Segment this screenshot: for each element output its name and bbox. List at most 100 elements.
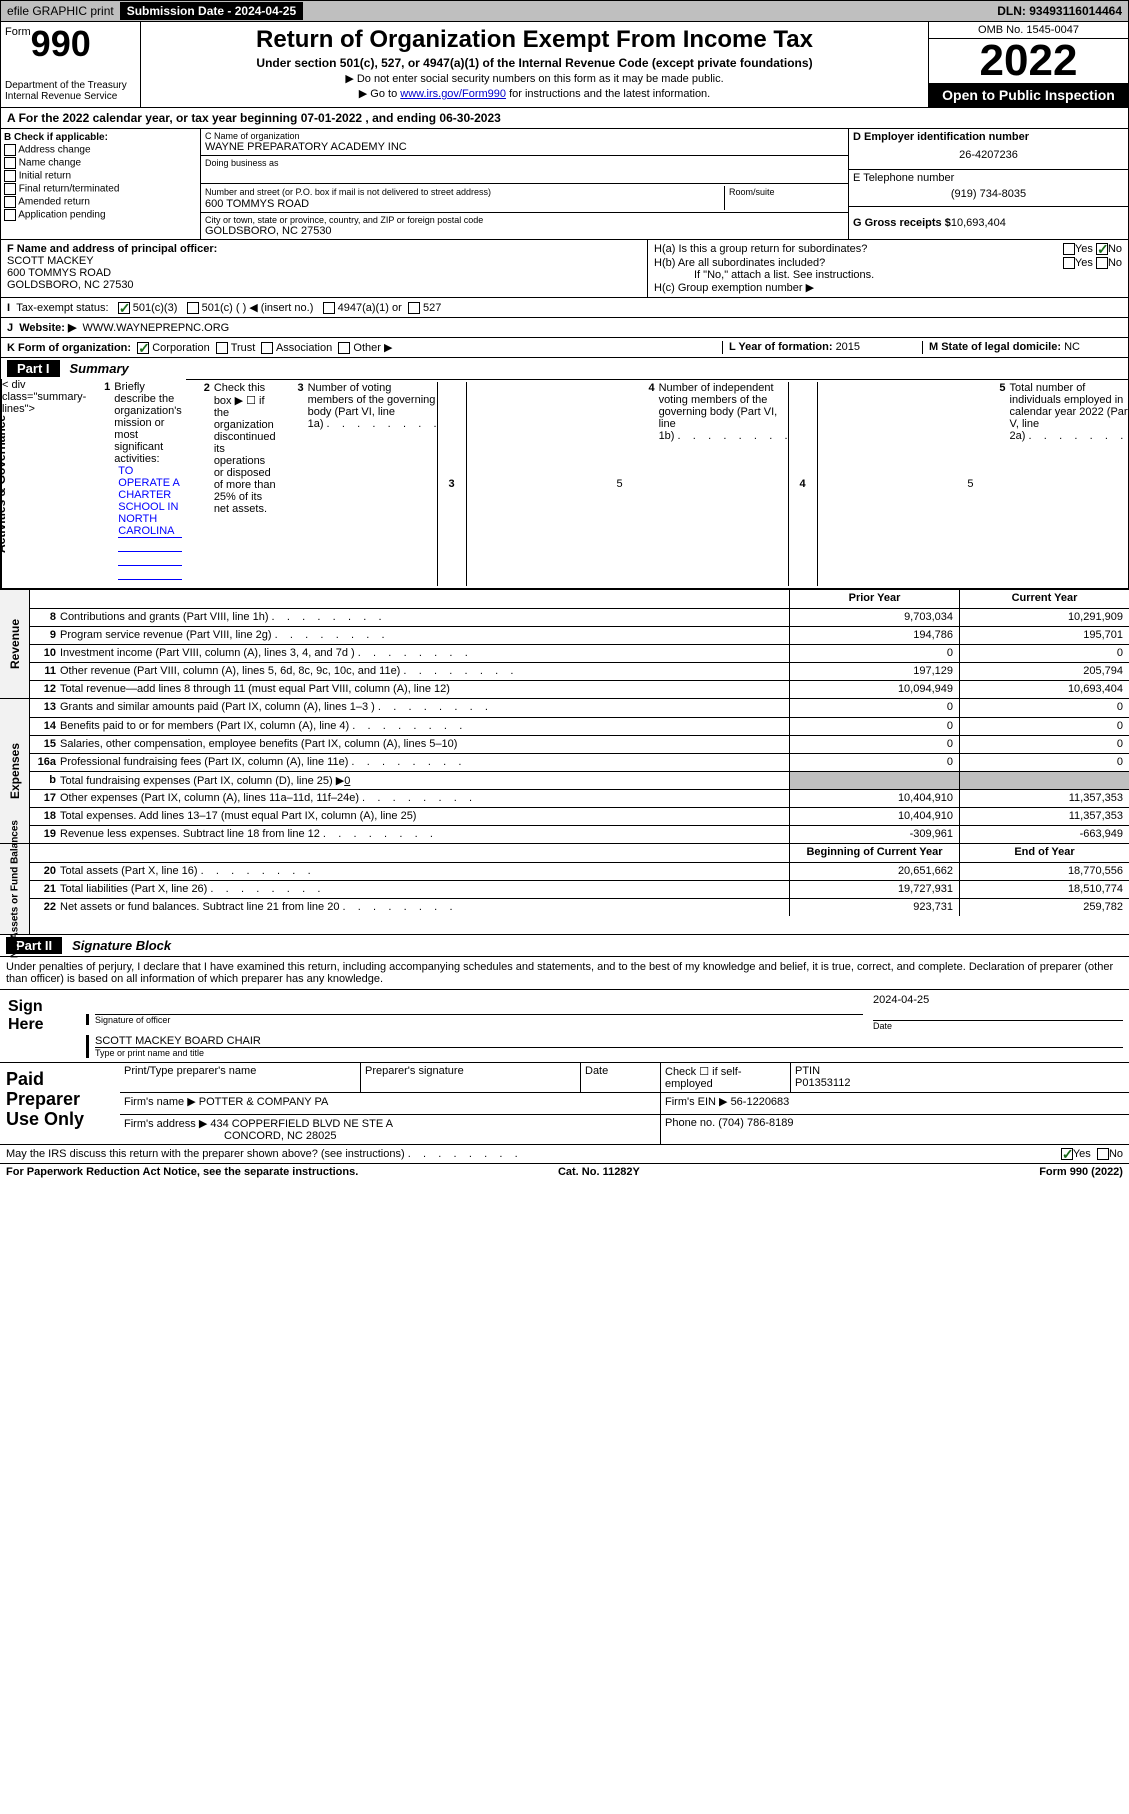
org-name: WAYNE PREPARATORY ACADEMY INC — [205, 141, 844, 153]
firm-name: Firm's name ▶ POTTER & COMPANY PA — [120, 1093, 660, 1114]
cb-amended-return[interactable]: Amended return — [4, 196, 197, 208]
cb-initial-return[interactable]: Initial return — [4, 170, 197, 182]
r14-text: Benefits paid to or for members (Part IX… — [60, 718, 789, 735]
box-d-e-g: D Employer identification number 26-4207… — [848, 129, 1128, 239]
dln-label: DLN: 93493116014464 — [991, 2, 1128, 20]
cb-527[interactable] — [408, 302, 420, 314]
l4-text: Number of independent voting members of … — [659, 382, 788, 586]
r10-text: Investment income (Part VIII, column (A)… — [60, 645, 789, 662]
sign-here-label: Sign Here — [0, 990, 80, 1062]
part-2-header: Part II Signature Block — [0, 934, 1129, 956]
cb-501c[interactable] — [187, 302, 199, 314]
l1-value: TO OPERATE A CHARTER SCHOOL IN NORTH CAR… — [118, 465, 182, 538]
cb-application-pending[interactable]: Application pending — [4, 209, 197, 221]
addr-label: Number and street (or P.O. box if mail i… — [205, 187, 491, 197]
r11-text: Other revenue (Part VIII, column (A), li… — [60, 663, 789, 680]
dept-label: Department of the Treasury — [5, 80, 136, 91]
r10-prior: 0 — [789, 645, 959, 662]
firm-ein: Firm's EIN ▶ 56-1220683 — [660, 1093, 1129, 1114]
website: WWW.WAYNEPREPNC.ORG — [83, 322, 230, 334]
r21-end: 18,510,774 — [959, 881, 1129, 898]
l3-val: 5 — [467, 382, 627, 586]
officer-addr1: 600 TOMMYS ROAD — [7, 267, 111, 279]
room-label: Room/suite — [729, 187, 775, 197]
r17-text: Other expenses (Part IX, column (A), lin… — [60, 790, 789, 807]
dba-label: Doing business as — [205, 158, 844, 168]
col-end: End of Year — [959, 844, 1129, 862]
line-l: L Year of formation: 2015 — [722, 341, 922, 354]
irs-form990-link[interactable]: www.irs.gov/Form990 — [400, 88, 506, 100]
l1-label: Briefly describe the organization's miss… — [114, 381, 182, 465]
printed-name-label: Type or print name and title — [95, 1048, 204, 1058]
street-address: 600 TOMMYS ROAD — [205, 198, 309, 210]
r15-text: Salaries, other compensation, employee b… — [60, 736, 789, 753]
box-c: C Name of organization WAYNE PREPARATORY… — [201, 129, 848, 239]
box-h: H(a) Is this a group return for subordin… — [648, 240, 1128, 297]
tab-net-assets: Net Assets or Fund Balances — [0, 844, 30, 934]
open-inspection: Open to Public Inspection — [929, 83, 1128, 107]
cb-corporation[interactable] — [137, 342, 149, 354]
officer-printed-name: SCOTT MACKEY BOARD CHAIR — [95, 1035, 1123, 1047]
city-label: City or town, state or province, country… — [205, 215, 844, 225]
irs-label: Internal Revenue Service — [5, 91, 136, 102]
h-a: H(a) Is this a group return for subordin… — [654, 243, 1122, 255]
prep-selfemp: Check ☐ if self-employed — [660, 1063, 790, 1092]
r12-text: Total revenue—add lines 8 through 11 (mu… — [60, 681, 789, 698]
r20-end: 18,770,556 — [959, 863, 1129, 880]
gross-receipts-label: G Gross receipts $ — [853, 217, 951, 229]
summary-governance: Activities & Governance < div class="sum… — [1, 379, 1128, 588]
officer-addr2: GOLDSBORO, NC 27530 — [7, 279, 134, 291]
cb-4947[interactable] — [323, 302, 335, 314]
footer-mid: Cat. No. 11282Y — [558, 1166, 640, 1178]
r8-text: Contributions and grants (Part VIII, lin… — [60, 609, 789, 626]
cb-other[interactable] — [338, 342, 350, 354]
ein-label: D Employer identification number — [853, 131, 1124, 143]
col-prior-year: Prior Year — [789, 590, 959, 608]
r11-prior: 197,129 — [789, 663, 959, 680]
line-k: K Form of organization: Corporation Trus… — [7, 341, 722, 354]
prep-ptin: PTINP01353112 — [790, 1063, 1129, 1092]
officer-name: SCOTT MACKEY — [7, 255, 94, 267]
cb-name-change[interactable]: Name change — [4, 157, 197, 169]
r16a-curr: 0 — [959, 754, 1129, 771]
r15-prior: 0 — [789, 736, 959, 753]
submission-date-btn[interactable]: Submission Date - 2024-04-25 — [121, 2, 303, 20]
r21-text: Total liabilities (Part X, line 26) — [60, 881, 789, 898]
form-title: Return of Organization Exempt From Incom… — [151, 26, 918, 54]
tab-revenue: Revenue — [0, 590, 30, 698]
r21-beg: 19,727,931 — [789, 881, 959, 898]
prep-date-hdr: Date — [580, 1063, 660, 1092]
l5-text: Total number of individuals employed in … — [1010, 382, 1129, 586]
h-c: H(c) Group exemption number ▶ — [654, 281, 1122, 294]
h-b-note: If "No," attach a list. See instructions… — [654, 269, 1122, 281]
sig-officer-label: Signature of officer — [95, 1015, 863, 1025]
r13-prior: 0 — [789, 699, 959, 717]
note-ssn: ▶ Do not enter social security numbers o… — [151, 72, 918, 85]
r18-prior: 10,404,910 — [789, 808, 959, 825]
page-footer: For Paperwork Reduction Act Notice, see … — [0, 1163, 1129, 1180]
header-mid: Return of Organization Exempt From Incom… — [141, 22, 928, 107]
r16b-text: Total fundraising expenses (Part IX, col… — [60, 772, 789, 789]
phone-value: (919) 734-8035 — [853, 184, 1124, 204]
cb-discuss-no[interactable] — [1097, 1148, 1109, 1160]
cb-trust[interactable] — [216, 342, 228, 354]
r12-curr: 10,693,404 — [959, 681, 1129, 698]
summary-revenue: Revenue Prior YearCurrent Year 8Contribu… — [0, 589, 1129, 698]
r9-curr: 195,701 — [959, 627, 1129, 644]
cb-association[interactable] — [261, 342, 273, 354]
form-990-logo: Form990 — [5, 26, 91, 62]
line-j: J Website: ▶ WWW.WAYNEPREPNC.ORG — [1, 317, 1128, 337]
cb-final-return[interactable]: Final return/terminated — [4, 183, 197, 195]
cb-discuss-yes[interactable] — [1061, 1148, 1073, 1160]
tax-year: 2022 — [929, 39, 1128, 83]
note-link: ▶ Go to www.irs.gov/Form990 for instruct… — [151, 87, 918, 100]
sig-date: 2024-04-25 — [873, 994, 1123, 1006]
org-name-label: C Name of organization — [205, 131, 844, 141]
r14-prior: 0 — [789, 718, 959, 735]
r22-beg: 923,731 — [789, 899, 959, 916]
cb-address-change[interactable]: Address change — [4, 144, 197, 156]
cb-501c3[interactable] — [118, 302, 130, 314]
signature-declaration: Under penalties of perjury, I declare th… — [0, 956, 1129, 989]
r17-prior: 10,404,910 — [789, 790, 959, 807]
l4-val: 5 — [818, 382, 978, 586]
